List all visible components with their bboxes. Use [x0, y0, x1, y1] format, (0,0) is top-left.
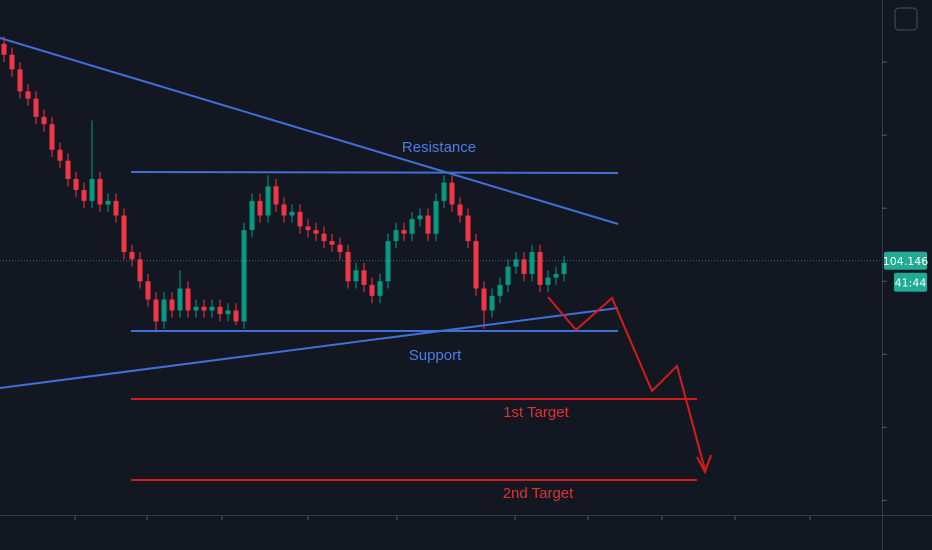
- resistance-line: [130, 171, 619, 174]
- candle-body: [33, 98, 39, 117]
- candle-body: [393, 230, 399, 242]
- candle-body: [369, 284, 375, 296]
- candle-body: [209, 306, 215, 311]
- trend-lines: [0, 37, 619, 389]
- countdown-label: 41:44: [895, 276, 927, 289]
- candle-body: [201, 306, 207, 311]
- candle-body: [481, 288, 487, 311]
- candle-body: [233, 310, 239, 322]
- candle-body: [449, 182, 455, 205]
- candle-body: [249, 200, 255, 231]
- candle-body: [473, 241, 479, 289]
- last-price-label: 104.146: [883, 255, 929, 268]
- projection-path: [547, 296, 706, 471]
- candle-body: [17, 69, 23, 92]
- candle-body: [321, 233, 327, 242]
- candle-body: [457, 204, 463, 216]
- candle-body: [169, 299, 175, 311]
- candle-body: [521, 259, 527, 274]
- candle-body: [561, 262, 567, 274]
- candle-body: [289, 211, 295, 216]
- candle-body: [9, 54, 15, 70]
- candle-body: [81, 189, 87, 201]
- candle-body: [193, 306, 199, 311]
- candle-body: [441, 182, 447, 201]
- candle-body: [121, 215, 127, 253]
- candle-body: [225, 310, 231, 315]
- candle-body: [305, 226, 311, 231]
- candle-body: [1, 43, 7, 55]
- support-label: Support: [409, 347, 462, 364]
- candle-body: [281, 204, 287, 216]
- candle-body: [177, 288, 183, 311]
- candle-body: [161, 299, 167, 322]
- candle-body: [553, 273, 559, 278]
- candle-body: [105, 200, 111, 205]
- candle-body: [529, 252, 535, 274]
- candle-body: [113, 200, 119, 216]
- candle-body: [329, 241, 335, 245]
- candle-body: [433, 200, 439, 234]
- candle-body: [361, 270, 367, 285]
- candles: [1, 36, 567, 333]
- candle-body: [185, 288, 191, 311]
- candle-body: [377, 281, 383, 296]
- candle-body: [97, 178, 103, 205]
- candle-body: [297, 211, 303, 227]
- settings-icon[interactable]: [894, 7, 918, 31]
- candle-body: [241, 230, 247, 322]
- second-target-label: 2nd Target: [503, 485, 574, 502]
- candle-body: [153, 299, 159, 322]
- candle-body: [425, 215, 431, 234]
- time-ticks: [74, 516, 811, 520]
- candle-body: [417, 215, 423, 220]
- candle-body: [265, 186, 271, 216]
- candle-body: [513, 259, 519, 267]
- candle-body: [273, 186, 279, 205]
- ascending-trendline: [0, 307, 619, 389]
- candle-body: [49, 124, 55, 150]
- candle-body: [337, 244, 343, 253]
- candle-body: [129, 252, 135, 260]
- candle-body: [401, 230, 407, 234]
- candle-body: [497, 284, 503, 296]
- candle-body: [89, 178, 95, 201]
- candle-body: [137, 259, 143, 282]
- candle-body: [465, 215, 471, 242]
- candle-body: [145, 281, 151, 300]
- candle-body: [257, 200, 263, 216]
- candle-body: [313, 230, 319, 234]
- candle-body: [353, 270, 359, 282]
- resistance-label: Resistance: [402, 139, 476, 156]
- candle-body: [57, 149, 63, 161]
- countdown-badge: [894, 272, 927, 292]
- target-lines: [131, 296, 712, 481]
- candle-body: [65, 160, 71, 179]
- projection-arrowhead: [696, 454, 712, 475]
- candle-body: [217, 306, 223, 315]
- candle-body: [41, 116, 47, 125]
- candle-body: [25, 91, 31, 99]
- candle-body: [345, 252, 351, 282]
- descending-trendline: [0, 37, 619, 225]
- candle-body: [505, 266, 511, 285]
- candle-body: [73, 178, 79, 190]
- last-price-badge: [884, 251, 927, 270]
- candle-body: [537, 252, 543, 285]
- first-target-label: 1st Target: [503, 404, 569, 421]
- candle-body: [489, 295, 495, 311]
- candle-body: [409, 219, 415, 234]
- candle-body: [545, 277, 551, 285]
